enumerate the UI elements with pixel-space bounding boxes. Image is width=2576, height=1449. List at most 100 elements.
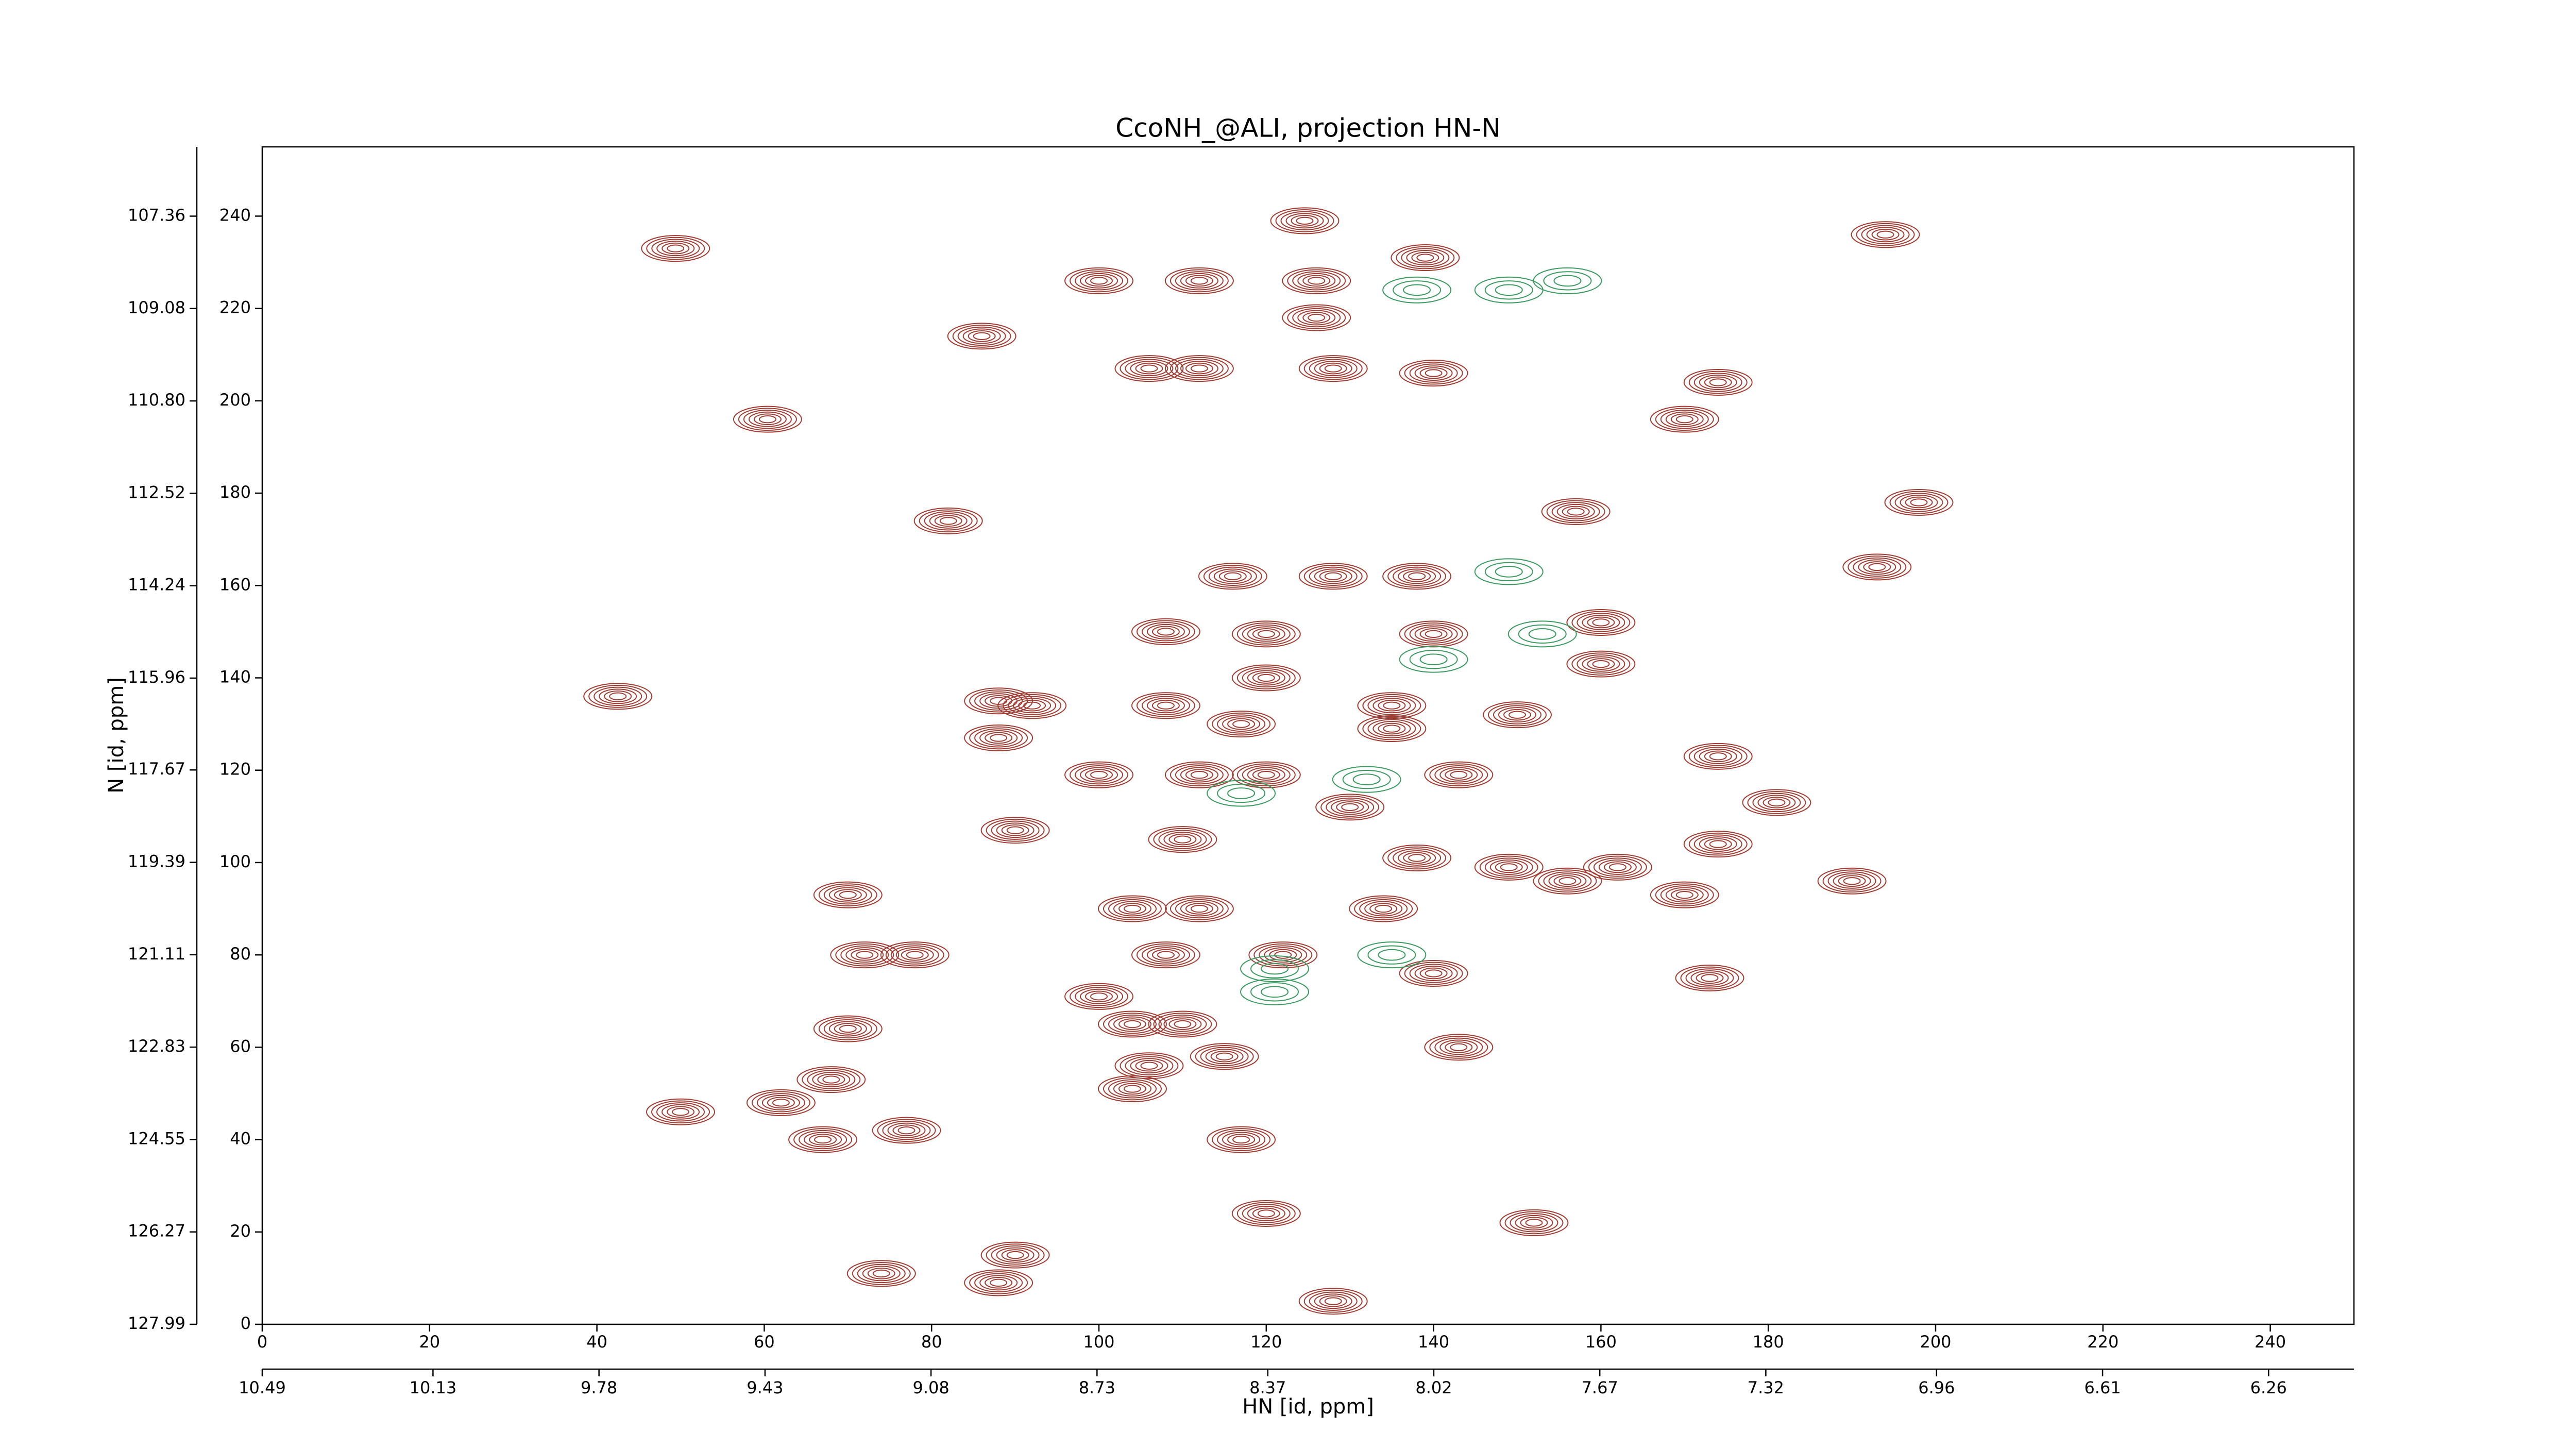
peak: [1533, 867, 1602, 895]
peak: [1298, 1288, 1368, 1315]
x-tick-label: 60: [754, 1332, 775, 1352]
y-tick-label: 60: [230, 1036, 251, 1056]
peak: [1499, 1209, 1569, 1236]
x-tick-label: 120: [1250, 1332, 1282, 1352]
y-tick-label: 200: [219, 390, 251, 410]
peak: [1650, 881, 1719, 908]
peak: [1817, 867, 1887, 895]
peak: [813, 1015, 883, 1042]
x-tick-label: 220: [2087, 1332, 2119, 1352]
y-tick-label: 100: [219, 852, 251, 871]
peak: [1164, 355, 1234, 382]
peak: [583, 683, 653, 710]
peak: [1474, 276, 1544, 304]
peak: [1131, 692, 1200, 719]
peak: [1097, 1010, 1167, 1038]
peak: [1884, 488, 1954, 516]
peak: [1114, 1052, 1184, 1080]
x2-tick-label: 10.13: [410, 1378, 457, 1397]
peak: [1097, 1075, 1167, 1102]
peak: [980, 1241, 1050, 1269]
peak: [1282, 304, 1351, 331]
x2-tick-label: 6.96: [1918, 1378, 1955, 1397]
peak: [1198, 563, 1267, 590]
peak: [1424, 1034, 1494, 1061]
peak: [964, 687, 1033, 715]
peak: [1357, 692, 1427, 719]
peak: [1131, 941, 1200, 969]
peak: [1148, 826, 1217, 853]
peak: [964, 724, 1033, 751]
y2-tick-label: 119.39: [128, 852, 185, 871]
peak: [1298, 563, 1368, 590]
peak: [1240, 978, 1310, 1005]
peak: [1164, 895, 1234, 922]
peak: [1399, 646, 1468, 673]
peak: [1190, 1043, 1259, 1070]
peak: [1474, 558, 1544, 585]
peak: [1282, 267, 1351, 294]
y2-tick-label: 109.08: [128, 298, 185, 317]
peak: [1483, 701, 1552, 729]
x-tick-label: 140: [1418, 1332, 1449, 1352]
peak: [1231, 761, 1301, 788]
plot-frame: [261, 146, 2355, 1325]
peak: [1566, 609, 1636, 636]
peak: [796, 1066, 866, 1093]
x2-tick-label: 6.26: [2250, 1378, 2287, 1397]
peak: [830, 941, 900, 969]
peak: [1683, 369, 1753, 396]
peak: [1533, 267, 1602, 294]
y2-tick-label: 122.83: [128, 1036, 185, 1056]
peak: [1566, 650, 1636, 678]
x-axis-label: HN [id, ppm]: [1242, 1395, 1374, 1419]
y-tick-label: 0: [241, 1313, 251, 1333]
y-tick-label: 140: [219, 667, 251, 686]
x2-tick-label: 10.49: [239, 1378, 286, 1397]
peak: [1207, 1126, 1276, 1153]
peak: [1164, 761, 1234, 788]
peak: [1298, 355, 1368, 382]
peak: [1207, 780, 1276, 807]
peak: [646, 1098, 715, 1125]
y2-tick-label: 114.24: [128, 575, 185, 595]
x2-tick-label: 9.43: [747, 1378, 783, 1397]
peak: [1424, 761, 1494, 788]
peak: [813, 881, 883, 908]
y2-tick-label: 127.99: [128, 1313, 185, 1333]
peak: [1382, 276, 1452, 304]
peak: [1391, 244, 1460, 272]
x2-tick-label: 8.02: [1415, 1378, 1452, 1397]
y2-tick-label: 126.27: [128, 1221, 185, 1241]
peak: [1399, 620, 1468, 648]
x-tick-label: 160: [1585, 1332, 1617, 1352]
x-tick-label: 100: [1083, 1332, 1114, 1352]
y2-tick-label: 107.36: [128, 205, 185, 225]
chart-title: CcoNH_@ALI, projection HN-N: [1115, 113, 1501, 143]
y-tick-label: 80: [230, 944, 251, 964]
y-tick-label: 240: [219, 205, 251, 225]
peak: [980, 817, 1050, 844]
y2-tick-label: 115.96: [128, 667, 185, 687]
peak: [997, 692, 1067, 719]
peak: [1231, 620, 1301, 648]
peak: [846, 1260, 916, 1287]
peak: [947, 323, 1016, 350]
x2-tick-label: 9.78: [581, 1378, 617, 1397]
y-tick-label: 120: [219, 760, 251, 779]
peak: [1650, 406, 1719, 433]
x2-tick-label: 6.61: [2084, 1378, 2121, 1397]
peak: [1131, 618, 1200, 645]
y2-tick-label: 121.11: [128, 944, 185, 964]
peak: [872, 1117, 941, 1144]
peak: [1357, 941, 1427, 969]
peak: [1231, 664, 1301, 692]
peak: [1507, 620, 1577, 648]
x2-tick-label: 7.67: [1582, 1378, 1618, 1397]
x-tick-label: 240: [2255, 1332, 2286, 1352]
peak: [1683, 831, 1753, 858]
y-tick-label: 160: [219, 575, 251, 594]
peak: [1683, 743, 1753, 770]
peak: [746, 1089, 816, 1116]
